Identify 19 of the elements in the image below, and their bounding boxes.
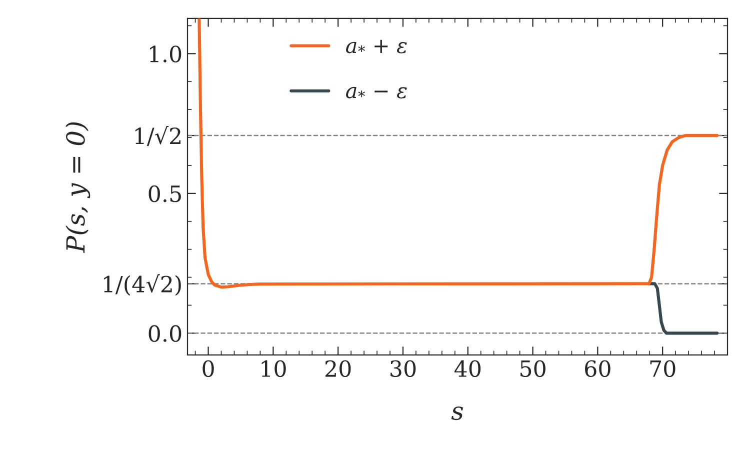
line-series xyxy=(647,282,719,335)
y-tick-label: 1/(4√2) xyxy=(104,274,181,296)
x-tick-label: 30 xyxy=(390,360,416,378)
x-tick-label: 70 xyxy=(650,360,676,378)
x-tick-label: 20 xyxy=(325,360,351,378)
legend-label: a$_{*}$ − ε xyxy=(346,86,407,98)
line-series xyxy=(198,18,719,289)
x-tick-label: 0 xyxy=(202,360,214,378)
y-tick-label: 1/√2 xyxy=(135,126,180,146)
y-tick-label: 0.0 xyxy=(148,325,182,342)
y-tick-label: 1.0 xyxy=(150,46,182,62)
x-tick-label: 50 xyxy=(520,360,546,378)
y-axis-title: P(s, y = 0) xyxy=(66,122,90,254)
legend-label: a$_{*}$ + ε xyxy=(346,40,407,54)
x-tick-label: 60 xyxy=(585,360,610,378)
y-tick-label: 0.5 xyxy=(148,185,181,202)
x-axis-title: s xyxy=(451,406,464,420)
x-tick-label: 10 xyxy=(262,360,286,378)
x-tick-label: 40 xyxy=(454,360,481,378)
